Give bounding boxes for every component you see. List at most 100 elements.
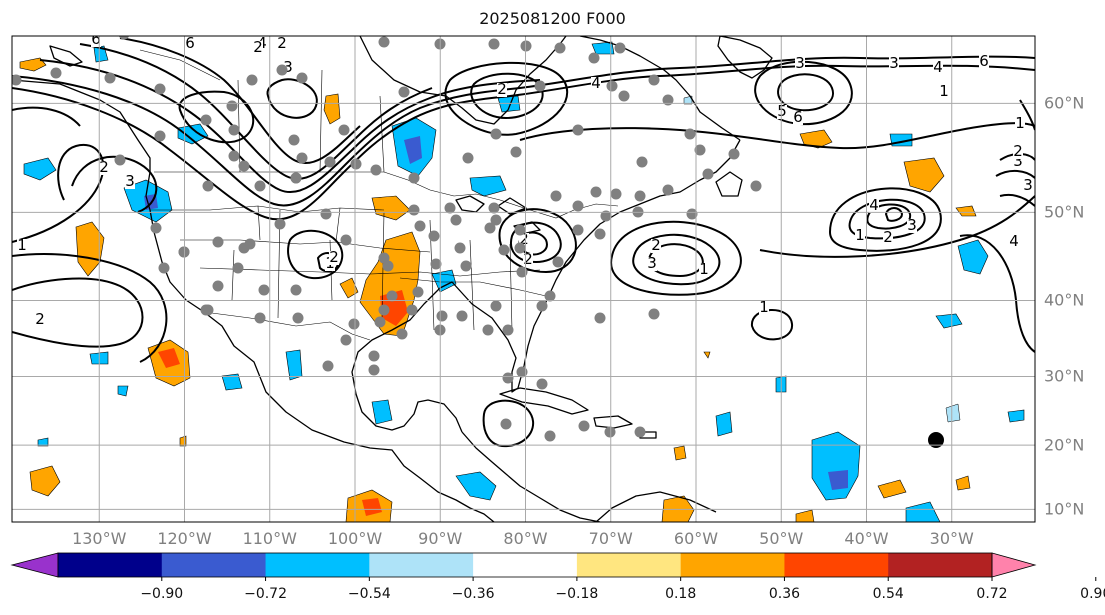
cool-patch bbox=[177, 123, 209, 145]
contour-line bbox=[482, 399, 535, 448]
station-marker bbox=[288, 134, 300, 146]
greenland-coast bbox=[717, 36, 773, 79]
cool-patch bbox=[957, 239, 989, 275]
contour-label-bg bbox=[523, 253, 533, 267]
station-marker bbox=[694, 144, 706, 156]
station-marker bbox=[490, 128, 502, 140]
contour-label-bg bbox=[283, 61, 293, 75]
map-background bbox=[12, 36, 1035, 522]
station-marker bbox=[488, 202, 500, 214]
colorbar-tick-label: −0.18 bbox=[555, 586, 599, 602]
hispaniola bbox=[593, 415, 633, 429]
contour-line bbox=[119, 37, 361, 164]
contour-label-bg bbox=[777, 105, 787, 119]
station-marker bbox=[498, 244, 510, 256]
station-marker bbox=[340, 234, 352, 246]
contour-label: 2 bbox=[519, 230, 529, 248]
contour-label-bg bbox=[591, 77, 601, 91]
station-marker bbox=[158, 262, 170, 274]
station-marker bbox=[500, 418, 512, 430]
contour-label: 1 bbox=[17, 236, 27, 254]
contour-line bbox=[510, 221, 562, 263]
contour-labels: 6642324236563461133221234321212231124 bbox=[17, 36, 1033, 328]
cool-patch bbox=[455, 471, 497, 501]
strong-warm-anomaly-shading bbox=[158, 290, 408, 516]
central-america bbox=[461, 431, 601, 522]
station-marker bbox=[460, 260, 472, 272]
contour-line bbox=[848, 198, 926, 240]
contour-label: 2 bbox=[883, 228, 893, 246]
latitude-tick-label: 50°N bbox=[1044, 202, 1085, 222]
station-marker bbox=[212, 280, 224, 292]
colorbar-tick-label: −0.72 bbox=[244, 586, 287, 602]
graticule bbox=[12, 36, 1035, 522]
station-marker bbox=[408, 204, 420, 216]
contour-label-bg bbox=[889, 57, 899, 71]
station-marker bbox=[572, 200, 584, 212]
contour-label-bg bbox=[497, 83, 507, 97]
contour-line bbox=[519, 122, 1035, 150]
station-marker bbox=[414, 220, 426, 232]
station-marker bbox=[614, 42, 626, 54]
station-marker bbox=[536, 300, 548, 312]
contour-line bbox=[178, 90, 255, 144]
station-marker bbox=[450, 214, 462, 226]
latitude-tick-label: 60°N bbox=[1044, 93, 1085, 113]
latitude-tick-label: 10°N bbox=[1044, 499, 1085, 519]
station-marker bbox=[340, 334, 352, 346]
station-marker bbox=[686, 208, 698, 220]
storm-marker bbox=[928, 432, 944, 448]
station-marker bbox=[544, 290, 556, 302]
station-marker bbox=[634, 190, 646, 202]
warm-patch bbox=[955, 475, 971, 491]
contour-line bbox=[444, 61, 569, 136]
station-marker bbox=[544, 430, 556, 442]
contour-label-bg bbox=[883, 231, 893, 245]
colorbar-segment bbox=[369, 553, 474, 577]
station-marker bbox=[550, 190, 562, 202]
warm-patch bbox=[323, 93, 341, 125]
contour-line bbox=[498, 208, 577, 273]
station-marker bbox=[728, 148, 740, 160]
contour-label: 2 bbox=[253, 38, 263, 56]
station-markers bbox=[12, 36, 762, 442]
station-marker bbox=[368, 350, 380, 362]
longitude-tick-label: 60°W bbox=[673, 529, 719, 548]
contour-label-bg bbox=[869, 199, 879, 213]
contour-label: 4 bbox=[1009, 232, 1019, 250]
contour-label: 2 bbox=[1013, 142, 1023, 160]
station-marker bbox=[594, 312, 606, 324]
station-marker bbox=[118, 36, 130, 40]
cool-patch bbox=[497, 95, 521, 113]
station-marker bbox=[600, 210, 612, 222]
station-marker bbox=[594, 228, 606, 240]
station-marker bbox=[232, 262, 244, 274]
colorbar-segment bbox=[265, 553, 370, 577]
longitude-tick-label: 70°W bbox=[588, 529, 633, 548]
station-marker bbox=[378, 304, 390, 316]
colorbar-segment bbox=[576, 553, 682, 577]
station-marker bbox=[228, 124, 240, 136]
contour-label: 2 bbox=[35, 310, 45, 328]
colorbar-segment bbox=[473, 553, 578, 577]
longitude-tick-label: 110°W bbox=[242, 529, 297, 548]
warm-patch bbox=[703, 351, 711, 359]
station-marker bbox=[238, 160, 250, 172]
station-marker bbox=[662, 94, 674, 106]
colorbar bbox=[10, 552, 1097, 581]
contour-label: 1 bbox=[699, 260, 709, 278]
station-marker bbox=[606, 80, 618, 92]
colorbar-frame bbox=[57, 552, 993, 578]
station-marker bbox=[636, 156, 648, 168]
station-marker bbox=[436, 310, 448, 322]
contour-label: 3 bbox=[889, 54, 899, 72]
station-marker bbox=[50, 67, 62, 79]
contour-label: 4 bbox=[933, 58, 943, 76]
contour-label: 1 bbox=[759, 298, 769, 316]
contour-label: 4 bbox=[869, 196, 879, 214]
contour-label: 6 bbox=[979, 52, 989, 70]
longitude-tick-label: 30°W bbox=[929, 529, 974, 548]
colorbar-tick-label: −0.36 bbox=[451, 586, 495, 602]
station-marker bbox=[648, 74, 660, 86]
